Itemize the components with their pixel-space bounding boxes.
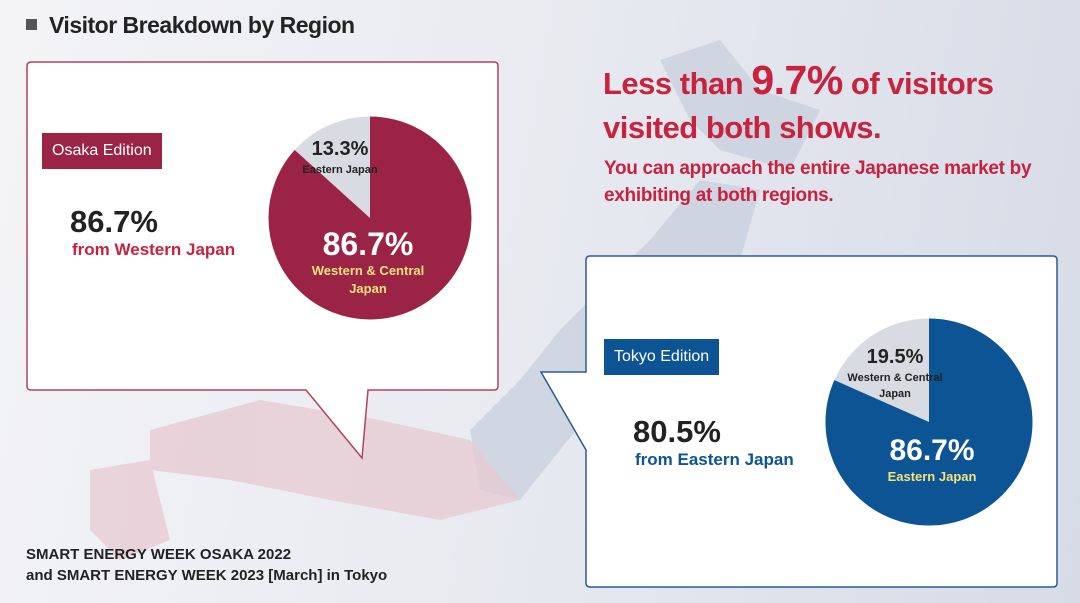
- headline: Less than 9.7% of visitors visited both …: [603, 58, 1043, 150]
- headline-sub: You can approach the entire Japanese mar…: [604, 158, 1032, 206]
- stat-value: 80.5%: [633, 414, 721, 449]
- slice-category-label: Western & Central Japan: [311, 263, 425, 296]
- headline-highlight: 9.7%: [751, 57, 843, 103]
- pie-slice: [833, 318, 929, 422]
- pie-outline: [267, 115, 473, 321]
- pie-slice: [294, 116, 370, 218]
- edition-badge: Tokyo Edition: [604, 339, 720, 375]
- pies: [267, 115, 1034, 527]
- slice-value-label: 13.3%: [311, 138, 369, 160]
- slice-category-label: Eastern Japan: [302, 164, 378, 176]
- slice-category-label: Western & Central Japan: [847, 372, 943, 400]
- stat-value: 86.7%: [70, 204, 158, 239]
- stat-caption: from Eastern Japan: [635, 450, 794, 469]
- slice-value-label: 86.7%: [322, 226, 414, 262]
- slice-value-label: 19.5%: [866, 346, 924, 368]
- pie-slice: [268, 116, 472, 320]
- headline-text: Less than: [603, 66, 752, 101]
- footer: SMART ENERGY WEEK OSAKA 2022 and SMART E…: [26, 544, 387, 586]
- footer-line: and SMART ENERGY WEEK 2023 [March] in To…: [26, 567, 388, 584]
- pie-outline: [824, 317, 1034, 527]
- page-title: Visitor Breakdown by Region: [26, 12, 355, 39]
- slice-value-label: 86.7%: [889, 434, 975, 467]
- slice-category-label: Eastern Japan: [887, 469, 977, 484]
- edition-badge: Osaka Edition: [42, 133, 162, 169]
- footer-line: SMART ENERGY WEEK OSAKA 2022: [26, 546, 292, 563]
- stat-caption: from Western Japan: [72, 240, 236, 259]
- map-west: [90, 400, 520, 560]
- pie-slice: [824, 318, 1033, 526]
- headline-text: of visitors visited both shows.: [603, 66, 994, 145]
